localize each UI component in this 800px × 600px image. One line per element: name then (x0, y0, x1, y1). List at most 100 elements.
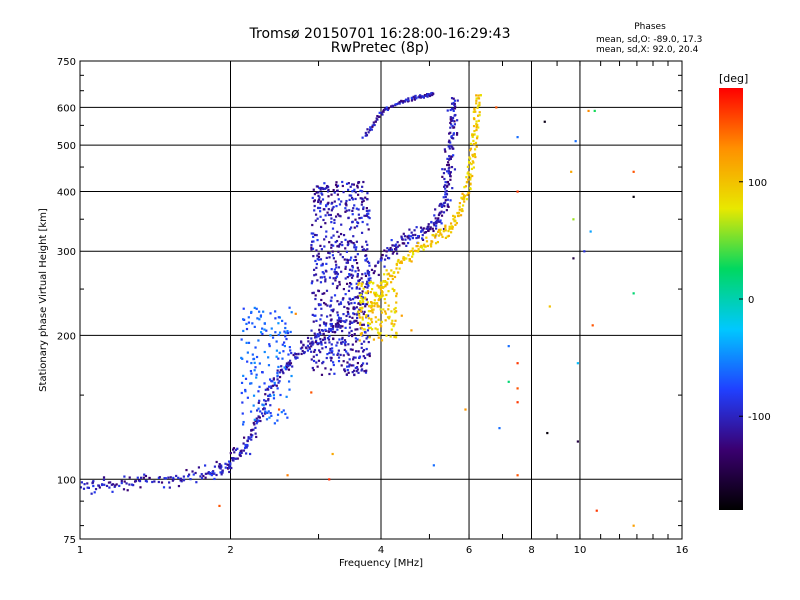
o-mode-point (318, 303, 321, 307)
o-mode-point (256, 409, 259, 412)
o-mode-point (345, 261, 348, 264)
o-mode-point (245, 341, 248, 344)
x-mode-point (466, 193, 469, 196)
x-mode-point (436, 240, 439, 244)
o-mode-point (401, 238, 404, 241)
o-mode-point (348, 268, 352, 271)
o-mode-point (265, 411, 268, 414)
o-mode-point (316, 254, 319, 257)
o-mode-point (345, 199, 348, 203)
o-mode-point (454, 105, 457, 108)
o-mode-point (315, 336, 318, 339)
o-mode-point (264, 400, 267, 403)
x-mode-point (477, 126, 480, 129)
o-mode-point (195, 481, 198, 484)
x-mode-point (440, 233, 443, 236)
o-mode-point (319, 303, 322, 306)
o-mode-point (281, 357, 284, 360)
scatter-point (495, 106, 498, 109)
o-mode-point (442, 211, 446, 214)
o-mode-point (320, 192, 323, 195)
x-mode-point (475, 102, 478, 105)
o-mode-point (410, 99, 414, 102)
x-mode-point (452, 214, 455, 218)
x-mode-point (362, 300, 365, 303)
scatter-point (570, 170, 573, 173)
o-mode-point (448, 147, 451, 150)
o-mode-point (452, 97, 455, 100)
o-mode-point (318, 328, 321, 331)
o-mode-point (329, 305, 332, 308)
o-mode-point (415, 236, 418, 240)
o-mode-point (357, 350, 360, 353)
x-mode-point (372, 338, 376, 341)
o-mode-point (267, 385, 271, 388)
o-mode-point (365, 240, 368, 243)
o-mode-point (278, 331, 282, 334)
o-mode-point (344, 202, 347, 205)
o-mode-point (255, 435, 258, 439)
x-mode-point (391, 277, 394, 281)
x-mode-point (479, 94, 482, 97)
o-mode-point (314, 334, 317, 337)
x-mode-point (358, 282, 361, 285)
x-tick-label: 1 (77, 545, 83, 556)
o-mode-point (234, 448, 238, 452)
o-mode-point (322, 321, 326, 324)
o-mode-point (107, 481, 111, 484)
o-mode-point (360, 231, 364, 234)
o-mode-point (314, 213, 318, 216)
o-mode-point (310, 232, 313, 235)
o-mode-point (366, 243, 369, 246)
x-mode-point (386, 273, 389, 276)
o-mode-point (352, 358, 355, 361)
x-mode-point (395, 301, 398, 304)
o-mode-point (322, 208, 325, 211)
o-mode-point (361, 248, 364, 252)
o-mode-point (318, 186, 321, 190)
o-mode-point (443, 177, 446, 181)
o-mode-point (350, 334, 354, 337)
o-mode-point (432, 92, 435, 95)
o-mode-point (311, 280, 314, 283)
o-mode-point (254, 432, 257, 435)
o-mode-point (336, 193, 339, 196)
o-mode-point (329, 314, 332, 317)
x-mode-point (469, 173, 472, 176)
x-mode-point (384, 319, 387, 322)
o-mode-point (421, 237, 424, 240)
o-mode-point (364, 131, 367, 135)
o-mode-point (353, 204, 356, 207)
o-mode-point (323, 322, 326, 326)
o-mode-point (219, 467, 222, 470)
o-mode-point (355, 225, 359, 228)
o-mode-point (269, 334, 272, 337)
o-mode-point (365, 347, 368, 351)
o-mode-point (322, 333, 325, 336)
x-mode-point (394, 306, 397, 310)
o-mode-point (343, 368, 346, 371)
o-mode-point (431, 227, 434, 230)
o-mode-point (302, 343, 305, 346)
o-mode-point (130, 483, 134, 486)
o-mode-point (354, 197, 357, 201)
o-mode-point (267, 399, 270, 402)
o-mode-point (323, 292, 326, 295)
x-mode-point (452, 218, 455, 221)
o-mode-point (341, 243, 344, 247)
scatter-point (543, 120, 546, 123)
o-mode-point (125, 482, 128, 485)
o-mode-point (254, 366, 257, 369)
o-mode-point (258, 318, 261, 321)
o-mode-point (421, 234, 424, 237)
o-mode-point (332, 188, 335, 192)
x-mode-point (393, 289, 396, 292)
o-mode-point (366, 198, 369, 201)
o-mode-point (365, 257, 368, 260)
o-mode-point (396, 241, 399, 244)
x-mode-point (471, 134, 474, 137)
o-mode-point (348, 228, 352, 231)
o-mode-point (120, 481, 123, 485)
o-mode-point (363, 356, 367, 360)
o-mode-point (274, 310, 277, 313)
